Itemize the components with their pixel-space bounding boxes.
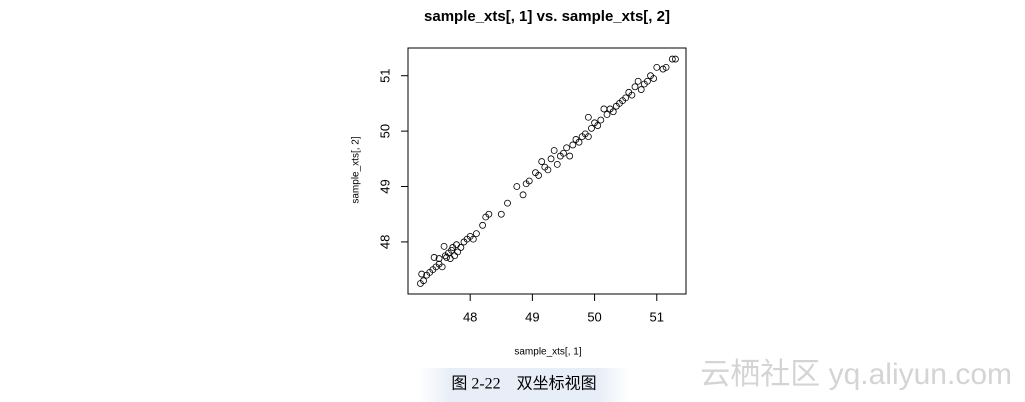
point	[597, 116, 605, 124]
x-tick-label: 50	[587, 309, 601, 324]
point	[637, 86, 645, 93]
y-axis-label: sample_xts[, 2]	[351, 136, 362, 203]
point	[622, 94, 630, 102]
point	[662, 63, 670, 71]
point	[569, 141, 577, 149]
point	[644, 77, 651, 85]
chart-title: sample_xts[, 1] vs. sample_xts[, 2]	[424, 8, 670, 25]
caption-background	[418, 368, 630, 402]
point	[457, 244, 465, 251]
point	[454, 248, 462, 256]
y-tick-label: 48	[377, 235, 392, 249]
watermark: 云栖社区 yq.aliyun.com	[700, 358, 1012, 391]
point	[609, 108, 617, 116]
point	[525, 177, 533, 185]
point	[668, 55, 676, 63]
point	[430, 254, 438, 261]
x-axis-label: sample_xts[, 1]	[514, 347, 581, 358]
point	[485, 210, 493, 218]
point	[672, 55, 679, 63]
point	[594, 122, 602, 129]
point	[566, 152, 574, 160]
y-tick-label: 50	[377, 124, 392, 138]
point	[538, 158, 546, 165]
point	[504, 199, 511, 207]
point	[584, 113, 592, 121]
x-tick-label: 49	[525, 309, 539, 324]
point	[440, 242, 448, 250]
point	[443, 254, 450, 261]
point	[420, 277, 427, 285]
point	[473, 230, 480, 238]
point	[547, 155, 555, 163]
point	[628, 91, 636, 99]
point	[563, 144, 570, 152]
point	[418, 270, 426, 278]
point	[519, 191, 527, 199]
point	[560, 149, 567, 157]
point	[584, 133, 592, 141]
plot-frame	[407, 47, 687, 295]
point	[631, 83, 639, 91]
point	[553, 160, 561, 168]
point	[438, 263, 446, 271]
point	[446, 255, 454, 262]
point	[535, 172, 543, 179]
x-tick-label: 51	[650, 309, 664, 324]
point	[588, 124, 595, 132]
x-tick-label: 48	[463, 309, 477, 324]
point	[650, 75, 658, 82]
point	[550, 147, 558, 154]
point	[469, 235, 477, 243]
point	[544, 166, 552, 174]
point	[634, 77, 642, 85]
point	[575, 138, 583, 146]
y-tick-label: 51	[377, 68, 392, 82]
point	[513, 183, 521, 190]
point	[653, 63, 661, 71]
point	[479, 221, 487, 229]
point	[451, 252, 459, 260]
caption: 图 2-22 双坐标视图	[451, 375, 596, 393]
point	[435, 255, 443, 262]
point	[603, 111, 611, 118]
point	[497, 210, 505, 218]
point	[600, 105, 608, 113]
y-tick-label: 49	[377, 179, 392, 193]
